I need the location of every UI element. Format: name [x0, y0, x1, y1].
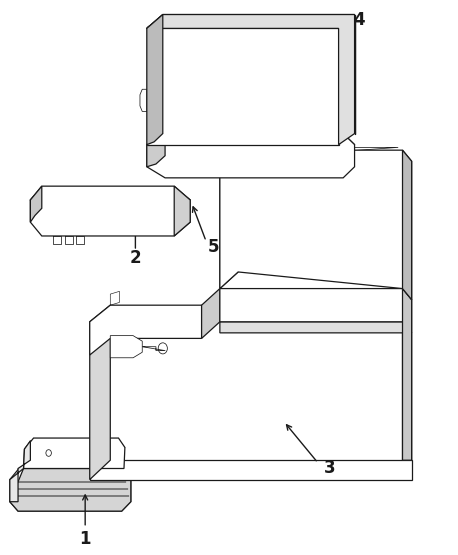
Polygon shape [90, 305, 202, 355]
Polygon shape [10, 468, 131, 511]
Polygon shape [110, 336, 142, 358]
Polygon shape [10, 441, 30, 502]
Polygon shape [220, 150, 412, 300]
Polygon shape [220, 322, 412, 460]
Polygon shape [202, 289, 220, 339]
Polygon shape [10, 468, 131, 511]
Polygon shape [220, 289, 412, 333]
Polygon shape [30, 186, 190, 236]
Polygon shape [147, 134, 354, 178]
Polygon shape [90, 460, 412, 480]
Polygon shape [90, 305, 110, 480]
Text: 5: 5 [207, 238, 219, 256]
Polygon shape [147, 14, 163, 145]
Polygon shape [147, 14, 354, 145]
Text: 4: 4 [353, 11, 365, 29]
Polygon shape [174, 186, 190, 236]
Polygon shape [220, 150, 238, 289]
Text: 2: 2 [130, 249, 141, 267]
Polygon shape [30, 186, 42, 222]
Polygon shape [403, 150, 412, 300]
Polygon shape [147, 134, 165, 167]
Text: 3: 3 [324, 460, 335, 477]
Polygon shape [403, 289, 412, 460]
Text: 1: 1 [79, 530, 91, 548]
Polygon shape [23, 438, 125, 468]
Polygon shape [147, 28, 338, 145]
